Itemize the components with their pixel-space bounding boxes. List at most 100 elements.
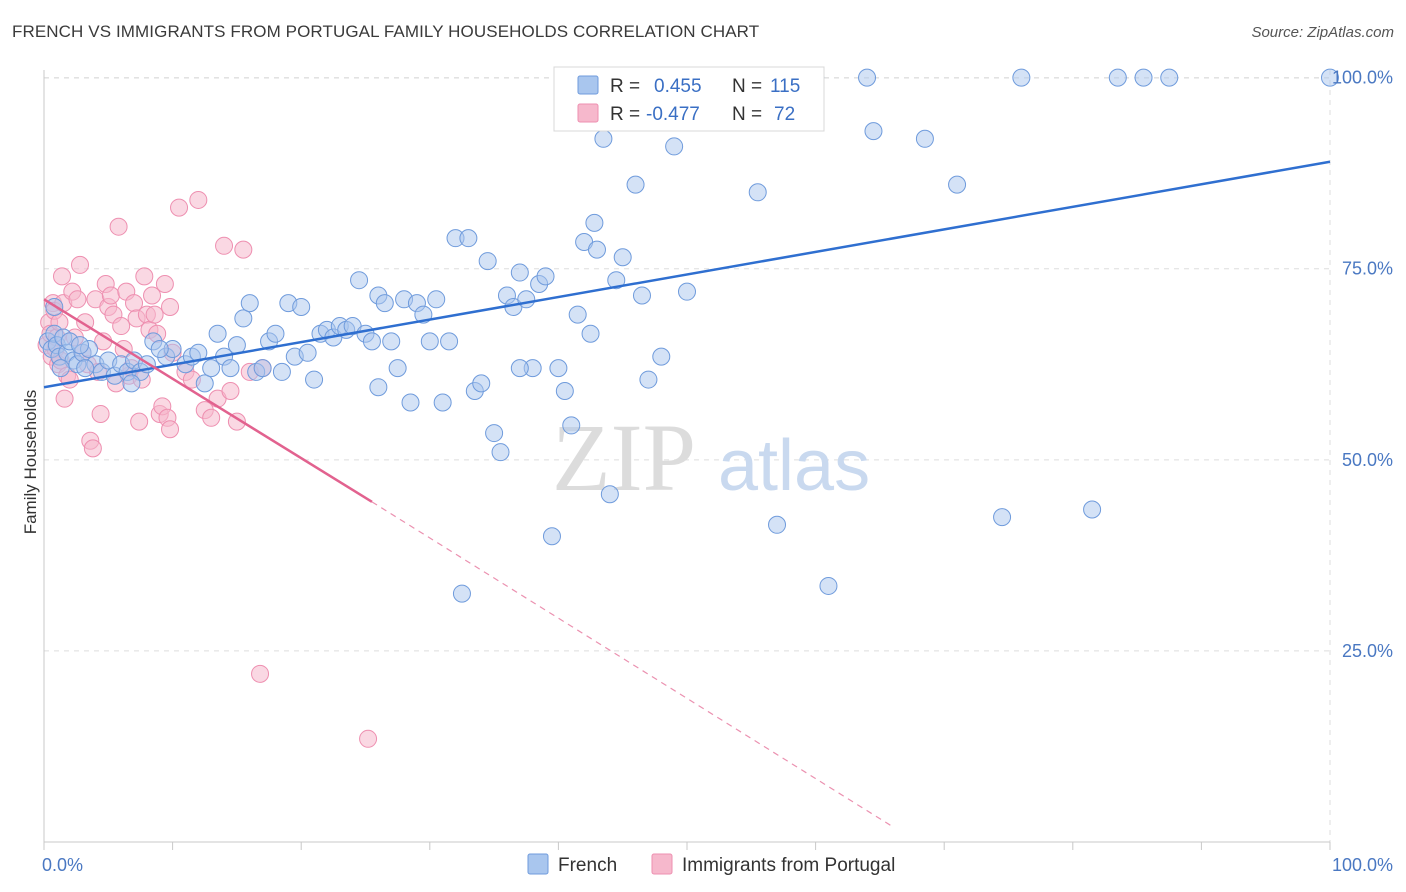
portugal-point xyxy=(161,420,180,439)
french-point xyxy=(915,129,934,148)
french-point xyxy=(305,370,324,389)
french-point xyxy=(459,229,478,248)
french-point xyxy=(819,576,838,595)
portugal-point xyxy=(170,198,189,217)
portugal-point xyxy=(145,305,164,324)
stats-legend: R = 0.455 N = 115 R = -0.477 N = 72 xyxy=(553,66,825,132)
watermark: ZIP atlas xyxy=(552,404,870,511)
french-point xyxy=(272,362,291,381)
french-point xyxy=(517,290,536,309)
french-point xyxy=(71,336,90,355)
portugal-point xyxy=(68,290,87,309)
french-point xyxy=(202,359,221,378)
french-point xyxy=(632,286,651,305)
french-point xyxy=(240,294,259,313)
portugal-points xyxy=(37,190,378,748)
portugal-point xyxy=(91,404,110,423)
french-swatch xyxy=(577,75,599,95)
portugal-n-label: N = xyxy=(732,104,762,125)
french-point xyxy=(510,263,529,282)
tick-labels: 25.0% 50.0% 75.0% 100.0% 0.0% 100.0% xyxy=(42,68,1393,875)
bottom-legend: French Immigrants from Portugal xyxy=(527,853,895,876)
gridlines xyxy=(44,70,1331,842)
legend-french-swatch xyxy=(527,853,549,875)
portugal-point xyxy=(234,240,253,259)
french-point xyxy=(221,359,240,378)
french-point xyxy=(600,485,619,504)
portugal-point xyxy=(202,408,221,427)
french-point xyxy=(266,324,285,343)
french-point xyxy=(401,393,420,412)
french-point xyxy=(555,382,574,401)
french-point xyxy=(292,297,311,316)
portugal-point xyxy=(143,286,162,305)
french-n-value: 115 xyxy=(770,76,800,97)
portugal-swatch xyxy=(577,103,599,123)
french-point xyxy=(864,122,883,141)
french-point xyxy=(420,332,439,351)
portugal-point xyxy=(55,389,74,408)
y-tick-label: 25.0% xyxy=(1342,641,1393,661)
french-point xyxy=(433,393,452,412)
y-tick-label: 50.0% xyxy=(1342,450,1393,470)
portugal-trend-line xyxy=(43,298,373,503)
french-point xyxy=(195,374,214,393)
french-point xyxy=(768,515,787,534)
chart-title: FRENCH VS IMMIGRANTS FROM PORTUGAL FAMIL… xyxy=(12,22,760,41)
french-point xyxy=(993,508,1012,527)
portugal-point xyxy=(71,255,90,274)
french-point xyxy=(1321,68,1339,87)
french-point xyxy=(536,267,555,286)
french-point xyxy=(607,271,626,290)
portugal-point xyxy=(101,286,120,305)
portugal-point xyxy=(227,412,246,431)
french-r-value: 0.455 xyxy=(654,76,702,97)
portugal-r-value: -0.477 xyxy=(646,104,700,125)
french-point xyxy=(298,343,317,362)
legend-french-label: French xyxy=(558,855,617,876)
french-points xyxy=(38,68,1339,603)
french-r-label: R = xyxy=(610,76,640,97)
portugal-point xyxy=(135,267,154,286)
legend-portugal-swatch xyxy=(651,853,673,875)
portugal-point xyxy=(155,275,174,294)
french-point xyxy=(234,309,253,328)
french-point xyxy=(613,248,632,267)
french-point xyxy=(510,359,529,378)
french-point xyxy=(1160,68,1179,87)
french-point xyxy=(585,213,604,232)
french-point xyxy=(748,183,767,202)
portugal-point xyxy=(161,297,180,316)
french-point xyxy=(1083,500,1102,519)
french-point xyxy=(581,324,600,343)
french-point xyxy=(1134,68,1153,87)
french-point xyxy=(375,294,394,313)
portugal-point xyxy=(83,439,102,458)
french-point xyxy=(76,359,95,378)
french-point xyxy=(362,332,381,351)
french-point xyxy=(382,332,401,351)
french-point xyxy=(652,347,671,366)
portugal-n-value: 72 xyxy=(774,104,795,125)
french-trend-line xyxy=(43,160,1331,389)
y-axis-label: Family Households xyxy=(21,390,40,535)
french-point xyxy=(568,305,587,324)
french-point xyxy=(626,175,645,194)
portugal-point xyxy=(251,664,270,683)
y-tick-label: 100.0% xyxy=(1332,68,1393,88)
french-point xyxy=(594,129,613,148)
french-point xyxy=(51,359,70,378)
portugal-trend-extension xyxy=(371,501,894,828)
french-point xyxy=(665,137,684,156)
portugal-r-label: R = xyxy=(610,104,640,125)
french-point xyxy=(427,290,446,309)
trend-lines xyxy=(43,160,1331,828)
french-point xyxy=(542,527,561,546)
x-tick-label: 0.0% xyxy=(42,855,83,875)
french-point xyxy=(253,359,272,378)
french-point xyxy=(452,584,471,603)
french-point xyxy=(440,332,459,351)
french-point xyxy=(1012,68,1031,87)
portugal-point xyxy=(215,236,234,255)
